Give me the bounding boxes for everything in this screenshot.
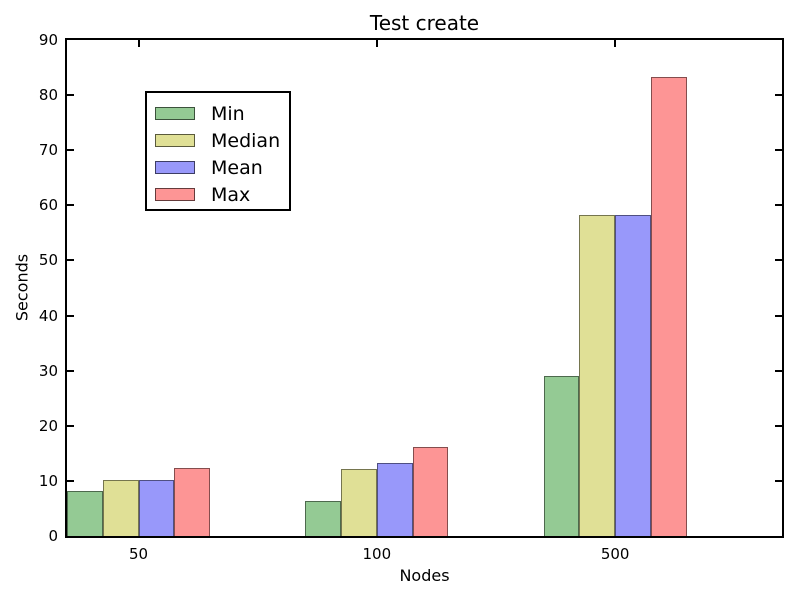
bar-min-50	[67, 491, 103, 536]
y-tick-label: 20	[38, 416, 58, 435]
x-tick-label: 50	[128, 545, 149, 563]
bar-mean-50	[138, 479, 175, 536]
bar-median-100	[341, 469, 377, 536]
y-tick	[67, 204, 74, 207]
bar-max-50	[174, 468, 210, 536]
y-tick	[67, 149, 74, 152]
y-tick	[67, 479, 74, 482]
legend-swatch-max	[155, 188, 195, 201]
y-tick	[775, 259, 782, 262]
y-tick	[775, 479, 782, 482]
bar-median-50	[102, 480, 139, 536]
x-tick-label: 500	[600, 545, 630, 563]
y-tick-label: 80	[38, 86, 58, 105]
y-tick	[775, 94, 782, 97]
y-tick-label: 70	[38, 141, 58, 160]
y-tick	[775, 424, 782, 427]
y-tick	[775, 369, 782, 372]
y-tick	[775, 314, 782, 317]
legend: Min Median Mean Max	[145, 91, 291, 211]
chart-title: Test create	[369, 11, 480, 35]
y-tick-label: 0	[48, 527, 58, 545]
x-tick-label: 100	[362, 545, 392, 563]
y-tick-label: 50	[38, 251, 58, 270]
y-tick	[775, 204, 782, 207]
y-tick-label: 60	[38, 196, 58, 215]
y-tick	[67, 314, 74, 317]
y-tick	[67, 94, 74, 97]
legend-swatch-median	[155, 134, 195, 147]
legend-label: Max	[211, 183, 251, 206]
bar-min-500	[543, 376, 580, 536]
x-tick	[614, 40, 617, 47]
y-axis-label: Seconds	[12, 253, 32, 322]
legend-swatch-min	[155, 107, 195, 120]
legend-item-min: Min	[147, 100, 289, 127]
bar-median-500	[579, 215, 616, 536]
bar-max-500	[650, 77, 687, 536]
legend-label: Min	[211, 102, 245, 125]
bar-max-100	[412, 446, 449, 536]
legend-item-max: Max	[147, 181, 289, 208]
legend-item-mean: Mean	[147, 154, 289, 181]
legend-item-median: Median	[147, 127, 289, 154]
bar-mean-100	[376, 462, 413, 536]
y-tick	[67, 369, 74, 372]
y-tick-label: 40	[38, 306, 58, 325]
legend-label: Median	[211, 129, 281, 152]
bar-min-100	[305, 501, 342, 536]
y-tick	[775, 149, 782, 152]
x-axis-label: Nodes	[399, 566, 450, 585]
x-tick	[375, 40, 378, 47]
y-tick-label: 30	[38, 361, 58, 380]
y-tick-label: 10	[38, 471, 58, 490]
y-tick-label: 90	[38, 31, 58, 49]
y-tick	[67, 424, 74, 427]
legend-swatch-mean	[155, 161, 195, 174]
bar-mean-500	[615, 215, 651, 536]
x-tick	[137, 40, 140, 47]
legend-label: Mean	[211, 156, 263, 179]
y-tick	[67, 259, 74, 262]
plot-area: Min Median Mean Max	[65, 38, 784, 538]
